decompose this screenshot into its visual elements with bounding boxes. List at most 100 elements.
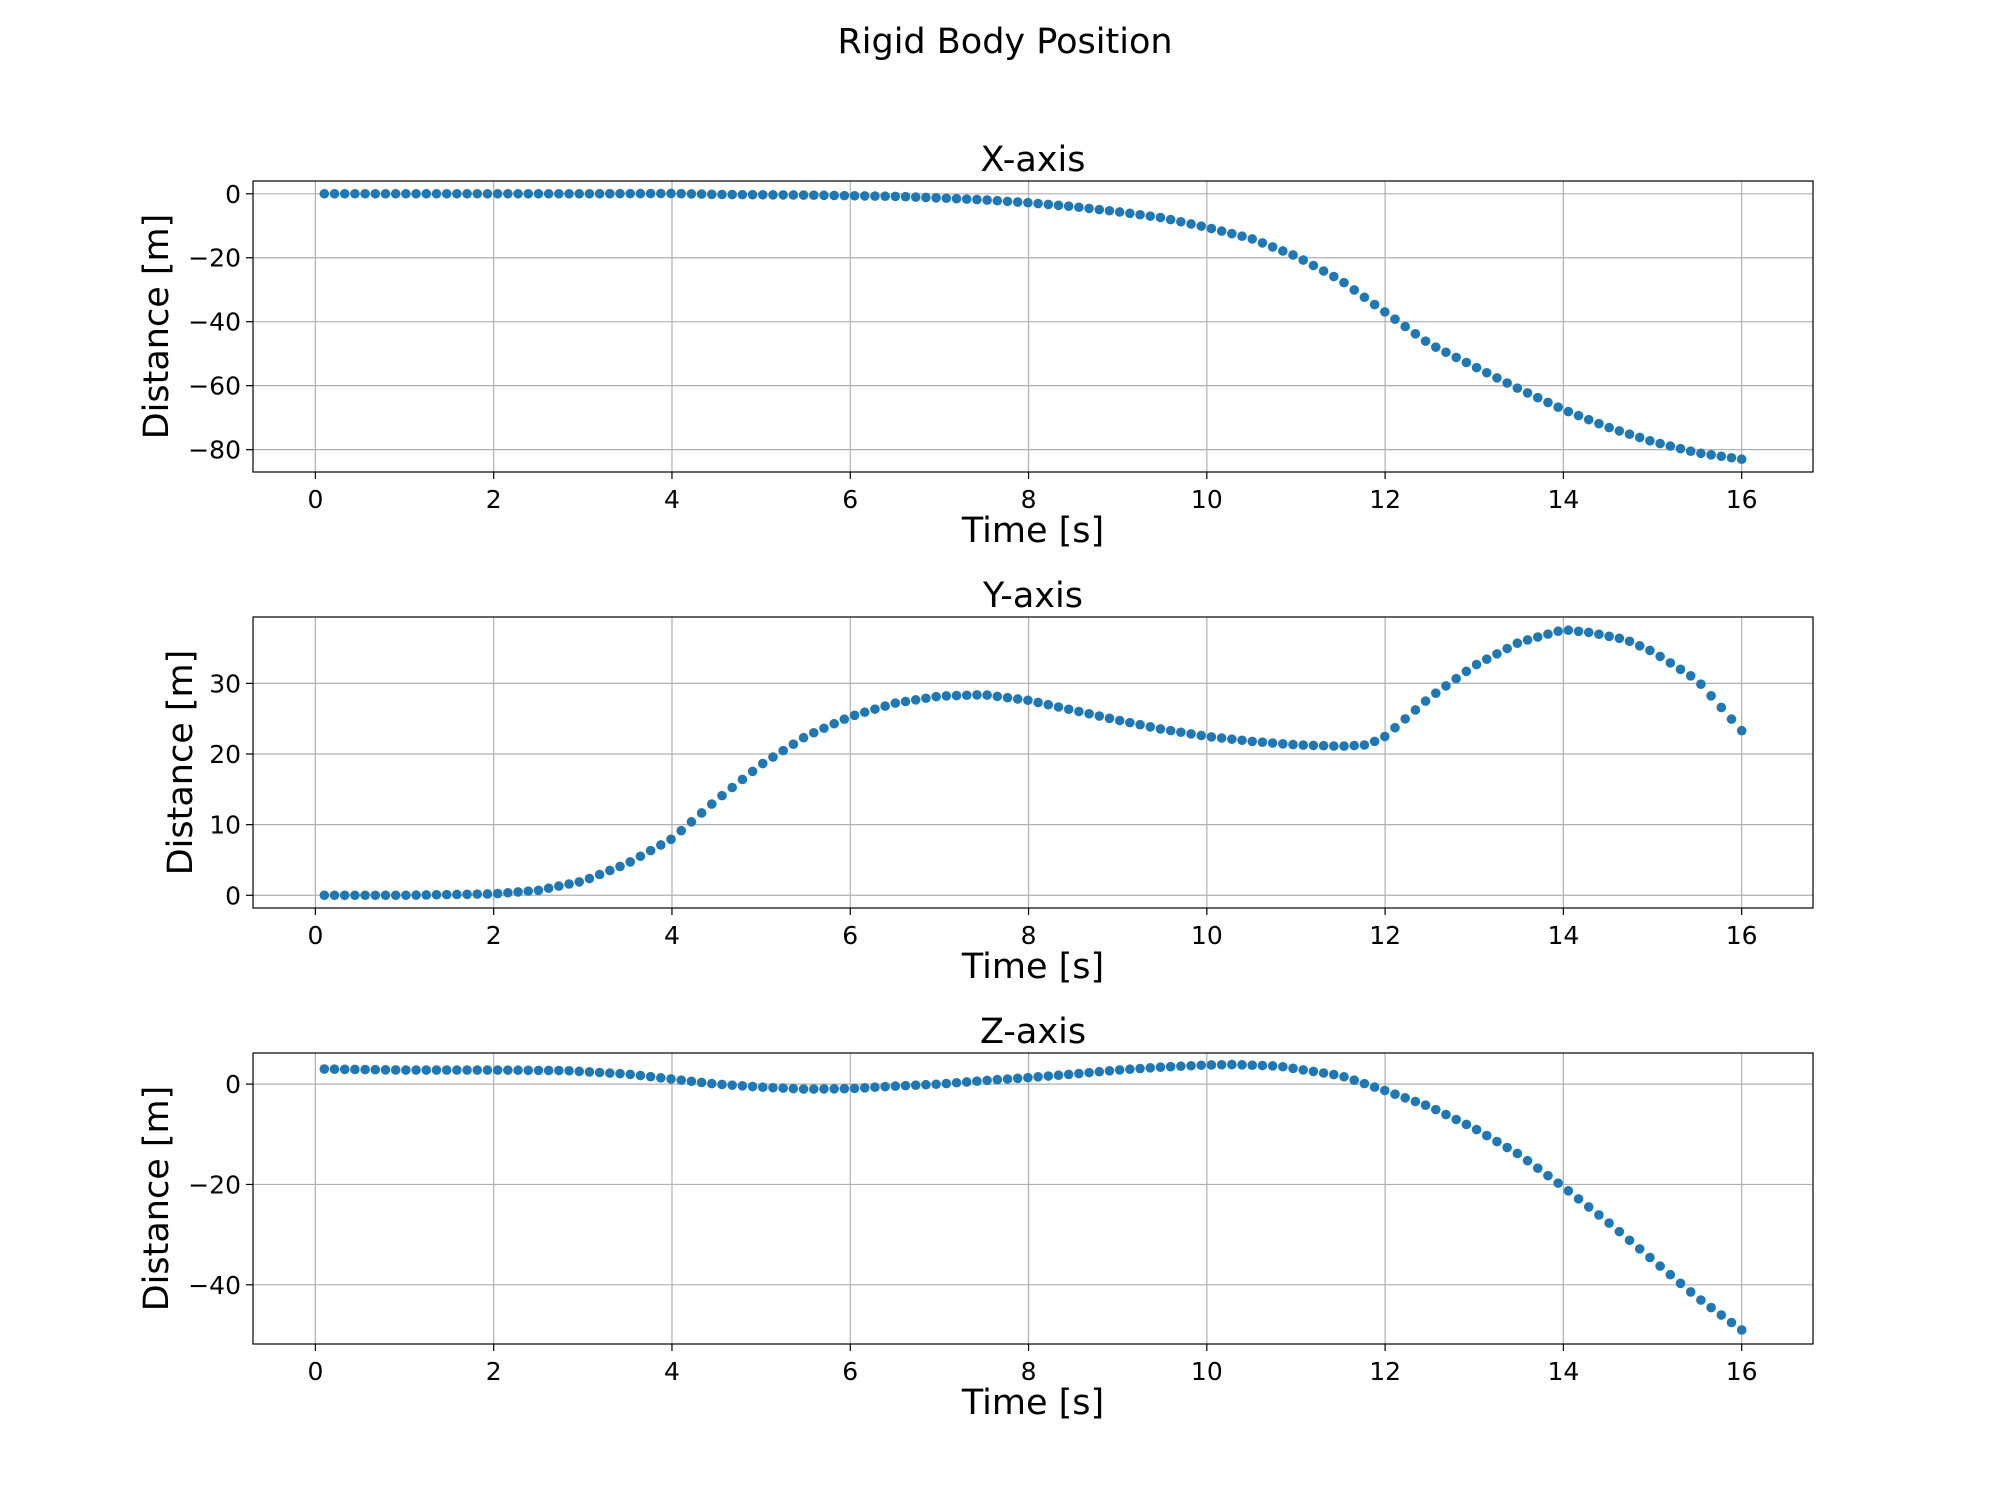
data-point [849, 1083, 860, 1094]
x-tick-label: 8 [1021, 485, 1037, 514]
data-point [972, 1076, 982, 1086]
data-point [1645, 645, 1655, 656]
data-point [676, 188, 687, 199]
data-point [635, 188, 646, 199]
data-point [829, 190, 839, 201]
data-point [1634, 432, 1645, 443]
data-point [339, 188, 350, 199]
data-point [706, 1078, 717, 1089]
data-point [1135, 209, 1145, 220]
data-point [1063, 1069, 1074, 1080]
data-point [1023, 1072, 1033, 1083]
data-point [1696, 679, 1706, 689]
data-point [615, 188, 625, 199]
data-point [1043, 199, 1054, 210]
data-point [1379, 731, 1390, 742]
data-point [768, 752, 778, 762]
data-point [482, 889, 493, 899]
data-point [910, 1080, 921, 1090]
x-tick-label: 0 [307, 921, 323, 950]
data-point [1522, 635, 1533, 645]
data-point [1043, 1071, 1054, 1081]
data-point [1094, 1066, 1105, 1077]
data-point [1583, 1202, 1594, 1212]
data-point [1716, 702, 1727, 713]
data-point [900, 1080, 911, 1091]
data-point [1675, 1278, 1686, 1289]
data-point [1278, 246, 1288, 256]
data-point [380, 1065, 391, 1075]
data-point [961, 690, 972, 701]
data-point [1288, 250, 1298, 260]
data-point [1543, 397, 1553, 408]
data-point [1400, 1093, 1410, 1103]
data-point [757, 189, 768, 200]
data-point [666, 834, 676, 845]
data-point [921, 192, 931, 203]
data-point [1196, 221, 1207, 231]
x-tick-label: 12 [1369, 485, 1401, 514]
data-point [554, 188, 564, 199]
data-point [564, 879, 574, 889]
data-point [747, 189, 758, 200]
data-point [370, 890, 381, 901]
y-tick-label: −40 [188, 1271, 241, 1300]
data-point [1257, 737, 1268, 747]
data-point [319, 890, 330, 901]
data-point [523, 188, 534, 199]
data-point [482, 188, 493, 199]
data-point [554, 881, 564, 891]
data-point [900, 191, 911, 202]
data-point [1114, 715, 1125, 726]
x-tick-label: 2 [486, 485, 502, 514]
data-point [360, 1064, 370, 1075]
data-point [594, 869, 605, 880]
data-point [1237, 735, 1247, 746]
data-point [1094, 204, 1105, 215]
data-point [717, 189, 727, 200]
data-point [350, 188, 360, 199]
data-point [1696, 1295, 1706, 1305]
data-point [554, 1065, 564, 1076]
data-point [533, 1065, 544, 1076]
data-point [808, 727, 819, 738]
data-point [829, 1084, 839, 1094]
data-point [1665, 658, 1676, 668]
data-point [1288, 739, 1298, 750]
data-point [1329, 271, 1339, 282]
data-point [1655, 438, 1665, 449]
data-point [880, 701, 890, 711]
data-point [686, 1076, 697, 1087]
data-point [1624, 429, 1635, 439]
data-point [380, 188, 391, 199]
data-point [1033, 697, 1043, 708]
data-point [1594, 1210, 1604, 1220]
data-point [1634, 641, 1645, 651]
data-point [1063, 201, 1074, 212]
data-point [1237, 231, 1247, 242]
data-point [1594, 629, 1604, 640]
data-point [1726, 452, 1737, 463]
x-tick-label: 14 [1547, 1357, 1579, 1386]
y-tick-label: 0 [225, 881, 241, 910]
data-point [1196, 730, 1207, 741]
data-point [1614, 1226, 1625, 1237]
subplot-1: 0 2 4 6 8 10 12 14 16 0 −20 −40 −60 −80 X-axis Time [s]… [137, 140, 1814, 551]
data-point [1165, 1061, 1176, 1072]
y-tick-label: 0 [225, 180, 241, 209]
data-point [1441, 1109, 1451, 1120]
x-tick-label: 10 [1191, 1357, 1223, 1386]
data-point [1247, 1060, 1258, 1070]
data-point [543, 883, 554, 894]
y-tick-label: −20 [188, 244, 241, 273]
data-point [1573, 410, 1584, 421]
data-point [1471, 659, 1482, 670]
data-point [768, 1082, 778, 1093]
data-point [472, 889, 483, 899]
data-point [1186, 219, 1196, 229]
data-point [329, 188, 340, 199]
data-point [645, 845, 656, 856]
data-point [1278, 739, 1288, 749]
data-point [1023, 695, 1033, 706]
data-point [390, 1065, 401, 1075]
